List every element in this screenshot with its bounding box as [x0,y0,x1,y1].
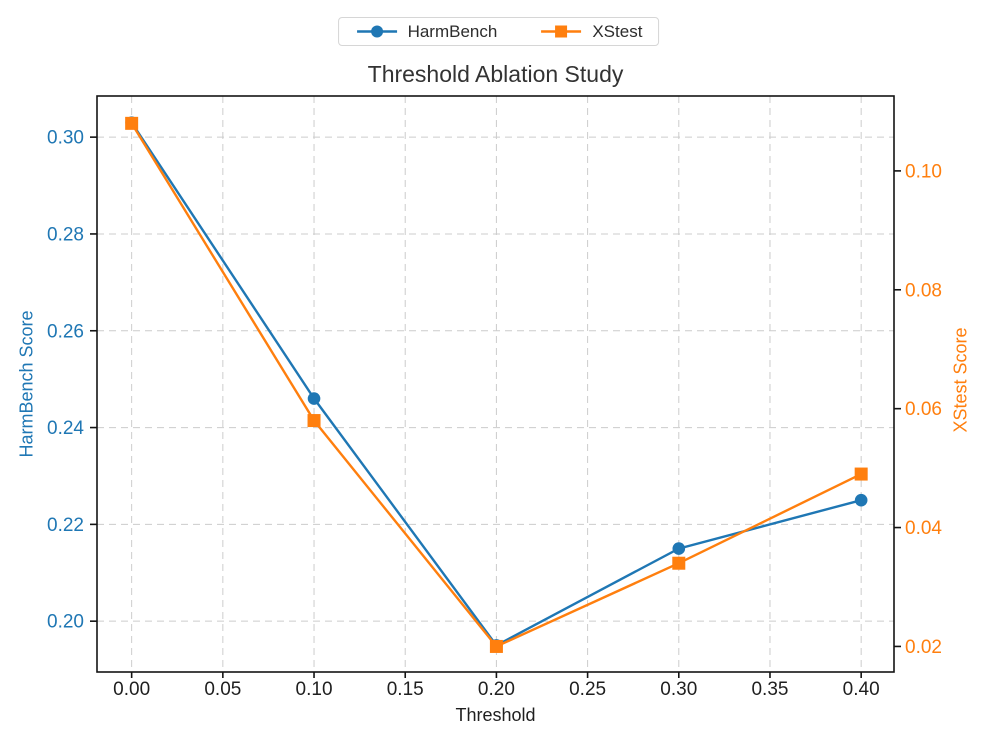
legend-entry-harmbench: HarmBench [355,22,498,41]
x-axis-label: Threshold [455,705,536,725]
data-point-harmbench [854,493,868,507]
left-tick-label: 0.22 [47,515,84,536]
left-tick-label: 0.26 [47,321,84,342]
data-point-xstest [125,116,139,130]
x-tick-label: 0.30 [660,679,697,700]
left-tick-label: 0.28 [47,224,84,245]
plot-border [96,95,895,673]
xstest-line-square-icon [541,25,582,38]
x-tick-label: 0.35 [751,679,788,700]
chart-title: Threshold Ablation Study [367,61,624,87]
right-tick-label: 0.10 [905,161,942,182]
x-tick-label: 0.25 [569,679,606,700]
left-tick-label: 0.20 [47,612,84,633]
left-axis-label: HarmBench Score [16,310,37,458]
data-point-xstest [307,414,321,428]
right-tick-label: 0.04 [905,518,942,539]
legend-label-xstest: XStest [592,22,643,41]
legend-label-harmbench: HarmBench [407,22,498,41]
left-tick-label: 0.30 [47,128,84,149]
x-tick-label: 0.15 [387,679,424,700]
right-tick-label: 0.06 [905,399,942,420]
x-tick-label: 0.00 [113,679,150,700]
x-tick-label: 0.05 [204,679,241,700]
data-point-xstest [672,556,686,570]
data-point-xstest [854,467,868,481]
left-tick-label: 0.24 [47,418,84,439]
right-tick-label: 0.08 [905,280,942,301]
harmbench-line-circle-icon [356,25,397,38]
right-tick-label: 0.02 [905,637,942,658]
data-point-harmbench [672,542,686,555]
x-tick-label: 0.10 [296,679,333,700]
legend: HarmBench XStest [337,17,660,46]
data-point-xstest [489,639,503,653]
data-point-harmbench [307,392,321,405]
x-tick-label: 0.40 [843,679,880,700]
x-tick-label: 0.20 [478,679,515,700]
legend-entry-xstest: XStest [539,23,642,40]
right-axis-label: XStest Score [950,327,971,433]
